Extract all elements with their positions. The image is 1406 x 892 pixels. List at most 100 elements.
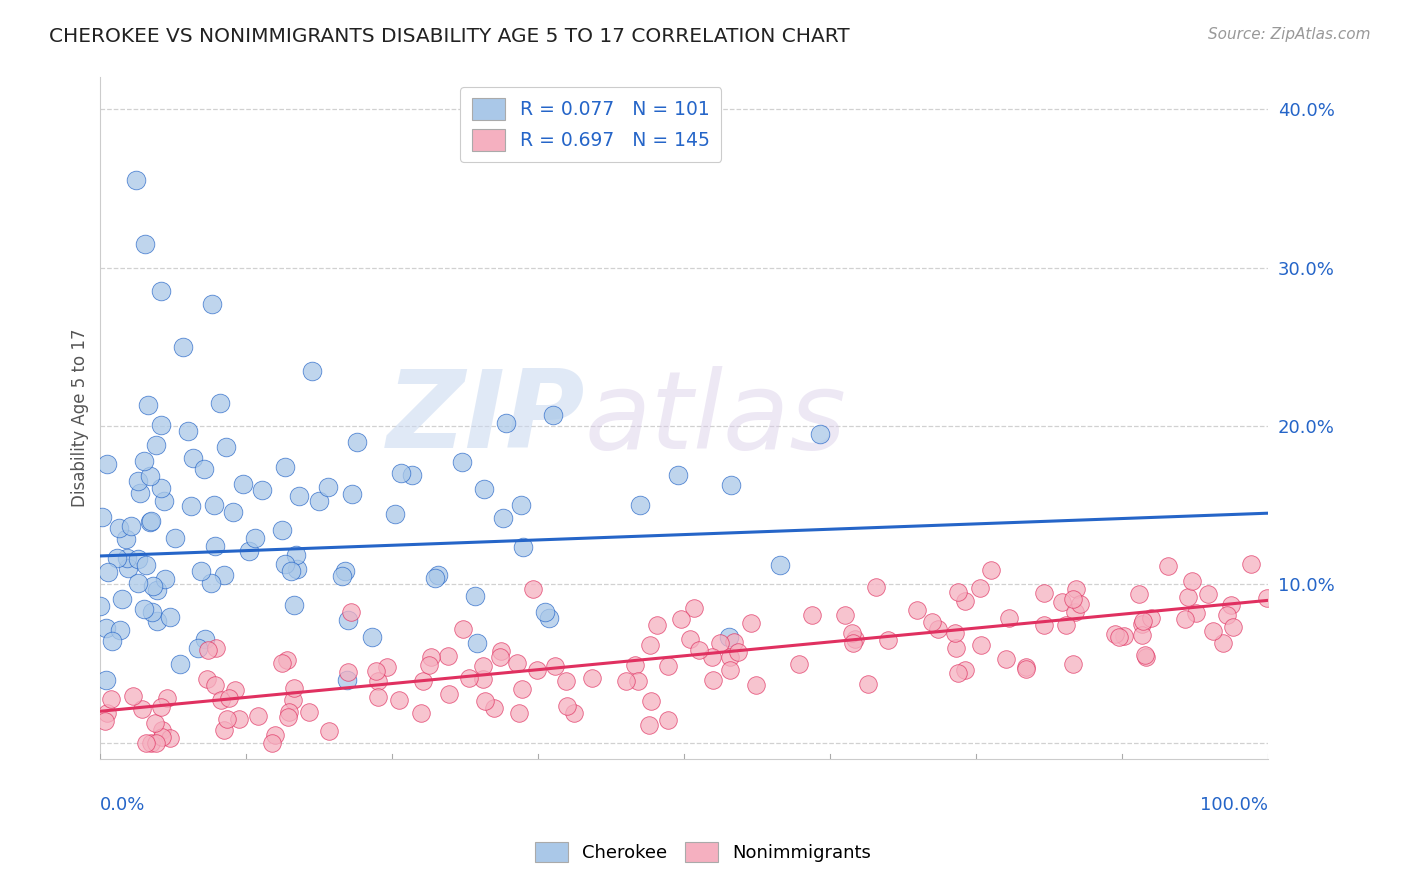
Point bbox=[150, 285, 173, 299]
Point bbox=[340, 605, 363, 619]
Point bbox=[389, 467, 412, 481]
Point bbox=[336, 673, 359, 687]
Point bbox=[277, 710, 299, 724]
Point bbox=[159, 731, 181, 745]
Point bbox=[127, 474, 149, 488]
Point bbox=[492, 511, 515, 525]
Point bbox=[215, 712, 238, 726]
Point bbox=[197, 643, 219, 657]
Point bbox=[96, 458, 118, 472]
Point bbox=[165, 532, 187, 546]
Point bbox=[955, 594, 977, 608]
Point bbox=[1130, 628, 1153, 642]
Point bbox=[437, 687, 460, 701]
Text: CHEROKEE VS NONIMMIGRANTS DISABILITY AGE 5 TO 17 CORRELATION CHART: CHEROKEE VS NONIMMIGRANTS DISABILITY AGE… bbox=[49, 27, 849, 45]
Point bbox=[205, 640, 228, 655]
Point bbox=[281, 693, 304, 707]
Point bbox=[526, 663, 548, 677]
Point bbox=[105, 550, 128, 565]
Point bbox=[464, 590, 486, 604]
Point bbox=[232, 477, 254, 491]
Point bbox=[97, 565, 120, 579]
Point bbox=[89, 599, 111, 614]
Legend: Cherokee, Nonimmigrants: Cherokee, Nonimmigrants bbox=[527, 834, 879, 870]
Point bbox=[131, 702, 153, 716]
Point bbox=[1032, 586, 1054, 600]
Point bbox=[169, 657, 191, 671]
Point bbox=[143, 715, 166, 730]
Point bbox=[285, 548, 308, 562]
Point bbox=[96, 673, 118, 687]
Point bbox=[209, 693, 232, 707]
Point bbox=[458, 671, 481, 685]
Point bbox=[472, 482, 495, 496]
Point bbox=[138, 469, 160, 483]
Point bbox=[108, 623, 131, 637]
Point bbox=[1185, 606, 1208, 620]
Point bbox=[250, 483, 273, 497]
Point bbox=[844, 632, 866, 647]
Point bbox=[270, 523, 292, 537]
Point bbox=[943, 626, 966, 640]
Point bbox=[238, 544, 260, 558]
Point bbox=[194, 632, 217, 646]
Point bbox=[280, 564, 302, 578]
Point bbox=[187, 640, 209, 655]
Point bbox=[120, 518, 142, 533]
Point bbox=[96, 706, 118, 720]
Text: 0.0%: 0.0% bbox=[100, 797, 146, 814]
Point bbox=[482, 701, 505, 715]
Point bbox=[1212, 636, 1234, 650]
Point bbox=[122, 689, 145, 703]
Point bbox=[283, 681, 305, 696]
Point bbox=[1050, 595, 1073, 609]
Point bbox=[283, 598, 305, 612]
Point bbox=[1064, 582, 1087, 597]
Point bbox=[638, 717, 661, 731]
Point bbox=[115, 532, 138, 546]
Point bbox=[948, 584, 970, 599]
Point bbox=[905, 602, 928, 616]
Point bbox=[336, 665, 359, 680]
Point bbox=[181, 450, 204, 465]
Point bbox=[100, 691, 122, 706]
Point bbox=[834, 607, 856, 622]
Point bbox=[423, 571, 446, 585]
Point bbox=[336, 613, 359, 627]
Point bbox=[842, 636, 865, 650]
Point bbox=[340, 487, 363, 501]
Point bbox=[718, 650, 741, 665]
Point bbox=[318, 724, 340, 739]
Point bbox=[204, 539, 226, 553]
Point bbox=[474, 694, 496, 708]
Point bbox=[640, 694, 662, 708]
Point bbox=[150, 723, 173, 737]
Point bbox=[683, 600, 706, 615]
Point bbox=[195, 672, 218, 686]
Point bbox=[1132, 617, 1154, 632]
Point bbox=[1108, 630, 1130, 644]
Point bbox=[308, 493, 330, 508]
Point bbox=[512, 681, 534, 696]
Text: ZIP: ZIP bbox=[387, 365, 585, 471]
Point bbox=[688, 643, 710, 657]
Point bbox=[657, 658, 679, 673]
Point bbox=[246, 709, 269, 723]
Point bbox=[745, 677, 768, 691]
Point bbox=[1220, 599, 1243, 613]
Point bbox=[702, 673, 724, 687]
Point bbox=[1032, 618, 1054, 632]
Point bbox=[465, 636, 488, 650]
Point bbox=[177, 425, 200, 439]
Point bbox=[94, 714, 117, 728]
Point bbox=[149, 481, 172, 495]
Point bbox=[841, 626, 863, 640]
Point bbox=[418, 658, 440, 673]
Point bbox=[115, 551, 138, 566]
Point bbox=[451, 455, 474, 469]
Point bbox=[709, 636, 731, 650]
Point bbox=[142, 579, 165, 593]
Point bbox=[1069, 597, 1091, 611]
Point bbox=[375, 660, 398, 674]
Point bbox=[139, 736, 162, 750]
